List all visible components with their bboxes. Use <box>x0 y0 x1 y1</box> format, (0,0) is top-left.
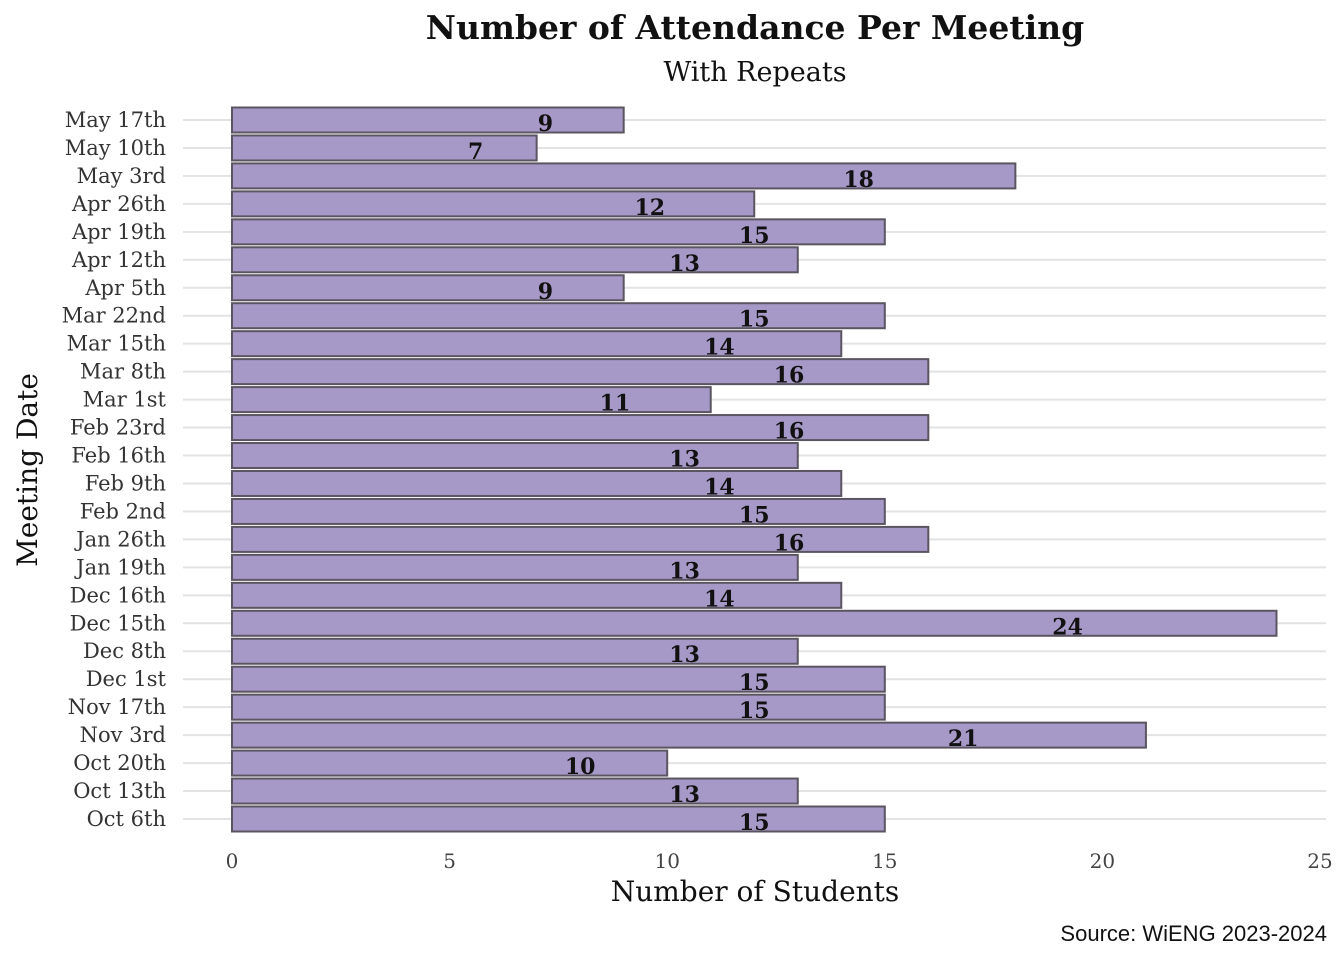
y-tick-label: Mar 22nd <box>62 304 166 328</box>
bar <box>231 302 886 330</box>
y-tick-label: May 17th <box>65 108 166 132</box>
y-tick-label: Apr 26th <box>71 192 166 216</box>
bar <box>231 525 930 553</box>
x-tick-label: 5 <box>443 849 456 873</box>
value-label: 9 <box>538 111 553 137</box>
bar <box>231 246 799 274</box>
value-label: 15 <box>739 698 770 724</box>
x-axis-ticks: 0 5 10 15 20 25 <box>226 849 1333 873</box>
y-tick-label: Apr 5th <box>84 276 166 300</box>
x-tick-label: 20 <box>1090 849 1115 873</box>
y-axis-ticks: Oct 6th Oct 13th Oct 20th Nov 3rd Nov 17th De… <box>62 108 167 831</box>
bar <box>231 665 886 693</box>
y-tick-label: Feb 2nd <box>80 499 166 523</box>
bar <box>231 469 843 497</box>
bar <box>231 637 799 665</box>
value-label: 13 <box>669 558 700 584</box>
x-axis-label: Number of Students <box>611 875 900 908</box>
bar <box>231 609 1278 637</box>
y-tick-label: Nov 17th <box>68 695 166 719</box>
value-label: 15 <box>739 223 770 249</box>
y-tick-label: Oct 6th <box>87 807 166 831</box>
bar <box>231 134 538 162</box>
y-tick-label: Feb 9th <box>85 471 166 495</box>
value-label: 15 <box>739 810 770 836</box>
y-tick-label: Dec 1st <box>86 667 167 691</box>
value-label: 15 <box>739 670 770 696</box>
y-tick-label: Dec 8th <box>83 639 166 663</box>
y-tick-label: May 10th <box>65 136 166 160</box>
value-label: 11 <box>600 391 631 417</box>
y-tick-label: Jan 26th <box>74 527 166 551</box>
value-label: 16 <box>774 363 805 389</box>
bars <box>231 106 1278 833</box>
value-label: 16 <box>774 530 805 556</box>
y-tick-label: Apr 12th <box>71 248 166 272</box>
y-tick-label: Nov 3rd <box>80 723 166 747</box>
value-label: 14 <box>704 335 735 361</box>
bar <box>231 330 843 358</box>
value-label: 21 <box>948 726 979 752</box>
y-axis-label: Meeting Date <box>11 373 44 567</box>
y-tick-label: Feb 23rd <box>70 416 166 440</box>
y-tick-label: Mar 15th <box>67 332 166 356</box>
bar <box>231 553 799 581</box>
value-label: 9 <box>538 279 553 305</box>
bar <box>231 693 886 721</box>
value-label: 13 <box>669 251 700 277</box>
y-tick-label: Oct 13th <box>73 779 166 803</box>
value-label: 14 <box>704 586 735 612</box>
bar <box>231 218 886 246</box>
value-label: 14 <box>704 474 735 500</box>
bar <box>231 721 1147 749</box>
bar <box>231 805 886 833</box>
bar <box>231 442 799 470</box>
y-tick-label: Mar 8th <box>80 360 166 384</box>
chart-subtitle: With Repeats <box>663 57 846 88</box>
bar <box>231 749 669 777</box>
bar <box>231 190 756 218</box>
bar <box>231 386 712 414</box>
bar <box>231 497 886 525</box>
y-tick-label: Oct 20th <box>73 751 166 775</box>
y-tick-label: May 3rd <box>77 164 166 188</box>
y-tick-label: Dec 15th <box>70 611 166 635</box>
bar <box>231 777 799 805</box>
value-label: 13 <box>669 782 700 808</box>
x-tick-label: 0 <box>226 849 239 873</box>
value-labels: 1513102115151324141316151413161116141591… <box>468 111 1083 836</box>
x-tick-label: 25 <box>1307 849 1332 873</box>
bar <box>231 414 930 442</box>
value-label: 15 <box>739 502 770 528</box>
chart-title: Number of Attendance Per Meeting <box>426 8 1084 47</box>
bar <box>231 162 1017 190</box>
bar <box>231 358 930 386</box>
y-tick-label: Mar 1st <box>83 388 167 412</box>
value-label: 7 <box>468 139 483 165</box>
y-tick-label: Feb 16th <box>71 444 166 468</box>
chart-caption: Source: WiENG 2023-2024 <box>1060 921 1327 946</box>
value-label: 18 <box>843 167 874 193</box>
value-label: 10 <box>565 754 596 780</box>
value-label: 16 <box>774 419 805 445</box>
value-label: 13 <box>669 447 700 473</box>
value-label: 13 <box>669 642 700 668</box>
bar <box>231 274 625 302</box>
value-label: 15 <box>739 307 770 333</box>
y-tick-label: Apr 19th <box>71 220 166 244</box>
x-tick-label: 15 <box>872 849 897 873</box>
x-tick-label: 10 <box>654 849 679 873</box>
y-tick-label: Jan 19th <box>74 555 166 579</box>
bar <box>231 581 843 609</box>
value-label: 12 <box>634 195 665 221</box>
y-tick-label: Dec 16th <box>70 583 166 607</box>
value-label: 24 <box>1052 614 1083 640</box>
bar <box>231 106 625 134</box>
